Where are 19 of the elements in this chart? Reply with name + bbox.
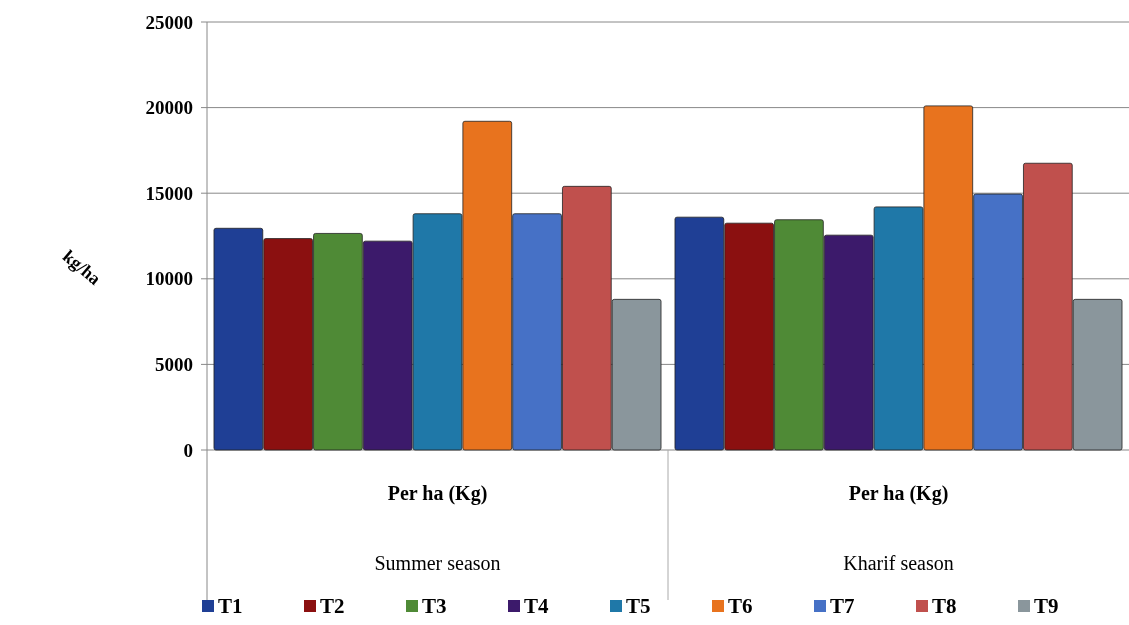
legend-label: T3 <box>422 594 447 619</box>
legend-label: T6 <box>728 594 753 619</box>
legend-label: T9 <box>1034 594 1059 619</box>
legend-label: T8 <box>932 594 957 619</box>
y-tick-label: 20000 <box>145 97 193 119</box>
legend-label: T4 <box>524 594 550 619</box>
text: Kharif season <box>843 552 954 574</box>
y-tick-label: 25000 <box>145 11 193 33</box>
text: Summer season <box>374 552 501 574</box>
y-tick-label: 10000 <box>145 268 193 290</box>
x-tick-label: Per ha (Kg) <box>848 482 949 505</box>
legend-label: T7 <box>830 594 855 619</box>
y-tick-label: 5000 <box>155 354 193 376</box>
legend-label: T5 <box>626 594 651 619</box>
legend-label: T2 <box>320 594 345 619</box>
y-tick-label: 15000 <box>145 182 193 204</box>
x-tick-label: Per ha (Kg) <box>387 482 488 505</box>
y-tick-label: 0 <box>183 439 193 461</box>
legend-label: T1 <box>218 594 243 619</box>
